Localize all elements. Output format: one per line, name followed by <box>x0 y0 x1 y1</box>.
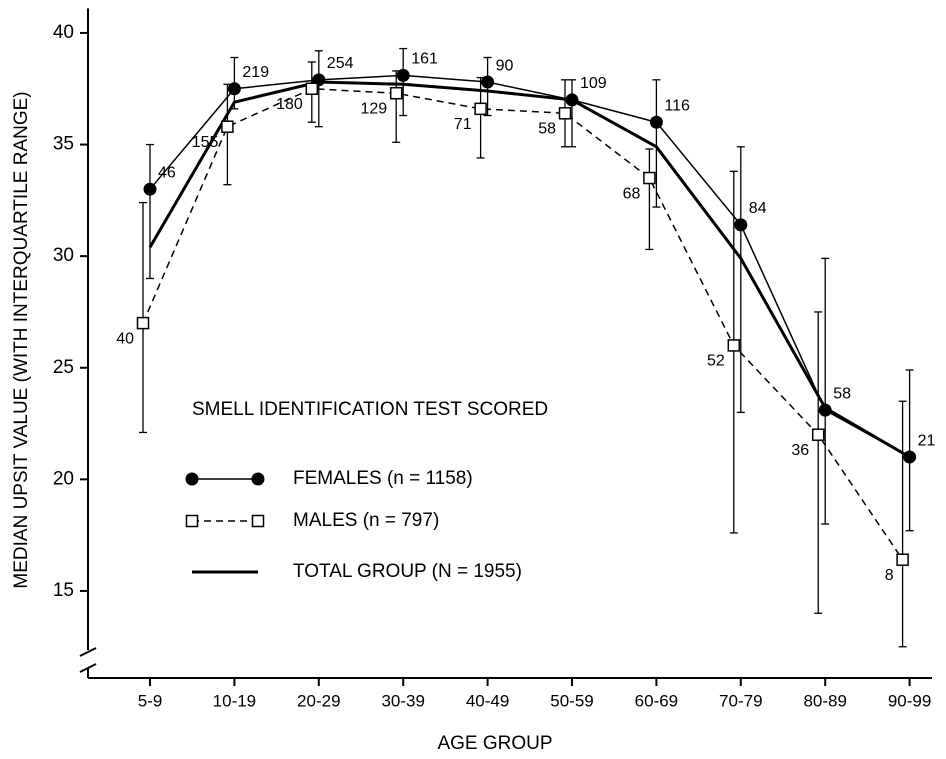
x-tick-label: 80-89 <box>803 691 846 710</box>
point <box>474 102 487 116</box>
legend-marker <box>251 472 265 486</box>
n-label: 129 <box>360 100 387 117</box>
axis-break <box>79 663 97 673</box>
y-tick-label: 35 <box>53 134 74 155</box>
x-tick-label: 90-99 <box>888 691 931 710</box>
x-tick-label: 20-29 <box>297 691 340 710</box>
n-label: 58 <box>833 385 851 402</box>
n-label: 180 <box>276 96 303 113</box>
point <box>389 86 403 100</box>
series-line <box>142 87 904 561</box>
n-label: 71 <box>454 116 472 133</box>
x-tick-label: 30-39 <box>381 691 424 710</box>
legend-marker <box>251 514 265 528</box>
y-tick-label: 25 <box>53 357 74 378</box>
point <box>481 75 495 89</box>
y-axis-label: MEDIAN UPSIT VALUE (WITH INTERQUARTILE R… <box>11 91 32 588</box>
x-axis-label: AGE GROUP <box>437 733 552 754</box>
point <box>143 182 157 196</box>
x-tick-label: 60-69 <box>635 691 678 710</box>
legend-marker <box>185 472 199 486</box>
n-label: 40 <box>116 330 134 347</box>
legend-label: FEMALES (n = 1158) <box>293 468 473 489</box>
point <box>811 428 825 441</box>
x-tick-label: 70-79 <box>719 691 762 710</box>
y-tick-label: 20 <box>53 468 74 489</box>
legend-marker <box>185 514 199 528</box>
n-label: 161 <box>411 51 438 68</box>
point <box>305 82 319 96</box>
n-label: 116 <box>664 97 690 114</box>
n-label: 46 <box>158 164 176 181</box>
point <box>643 171 656 185</box>
point <box>734 218 748 232</box>
n-label: 219 <box>242 64 269 81</box>
point <box>649 115 663 129</box>
x-tick-label: 50-59 <box>550 691 593 710</box>
legend-label: MALES (n = 797) <box>293 510 439 531</box>
y-tick-label: 15 <box>53 580 74 601</box>
n-label: 90 <box>496 57 514 74</box>
n-label: 84 <box>749 200 767 217</box>
y-tick-label: 30 <box>53 245 74 266</box>
x-tick-label: 10-19 <box>213 691 256 710</box>
point <box>903 450 917 464</box>
point <box>727 339 741 352</box>
point <box>818 403 832 417</box>
n-label: 58 <box>538 121 556 138</box>
axis-break <box>79 647 97 657</box>
n-label: 52 <box>707 353 725 370</box>
point <box>396 68 410 82</box>
series-line <box>148 80 911 459</box>
n-label: 8 <box>885 567 894 584</box>
point <box>558 107 572 120</box>
point <box>896 553 909 566</box>
series-line <box>149 74 910 458</box>
legend-title: SMELL IDENTIFICATION TEST SCORED <box>192 399 548 420</box>
n-label: 36 <box>791 442 809 459</box>
point <box>221 120 234 133</box>
y-tick-label: 40 <box>53 22 74 43</box>
n-label: 155 <box>192 134 219 151</box>
point <box>227 82 241 96</box>
n-label: 21 <box>918 432 936 449</box>
n-label: 254 <box>327 55 354 72</box>
x-tick-label: 5-9 <box>138 691 163 710</box>
point <box>136 316 150 330</box>
point <box>565 93 579 107</box>
n-label: 109 <box>580 75 607 92</box>
legend-label: TOTAL GROUP (N = 1955) <box>293 561 522 582</box>
x-tick-label: 40-49 <box>466 691 509 710</box>
n-label: 68 <box>623 185 641 202</box>
